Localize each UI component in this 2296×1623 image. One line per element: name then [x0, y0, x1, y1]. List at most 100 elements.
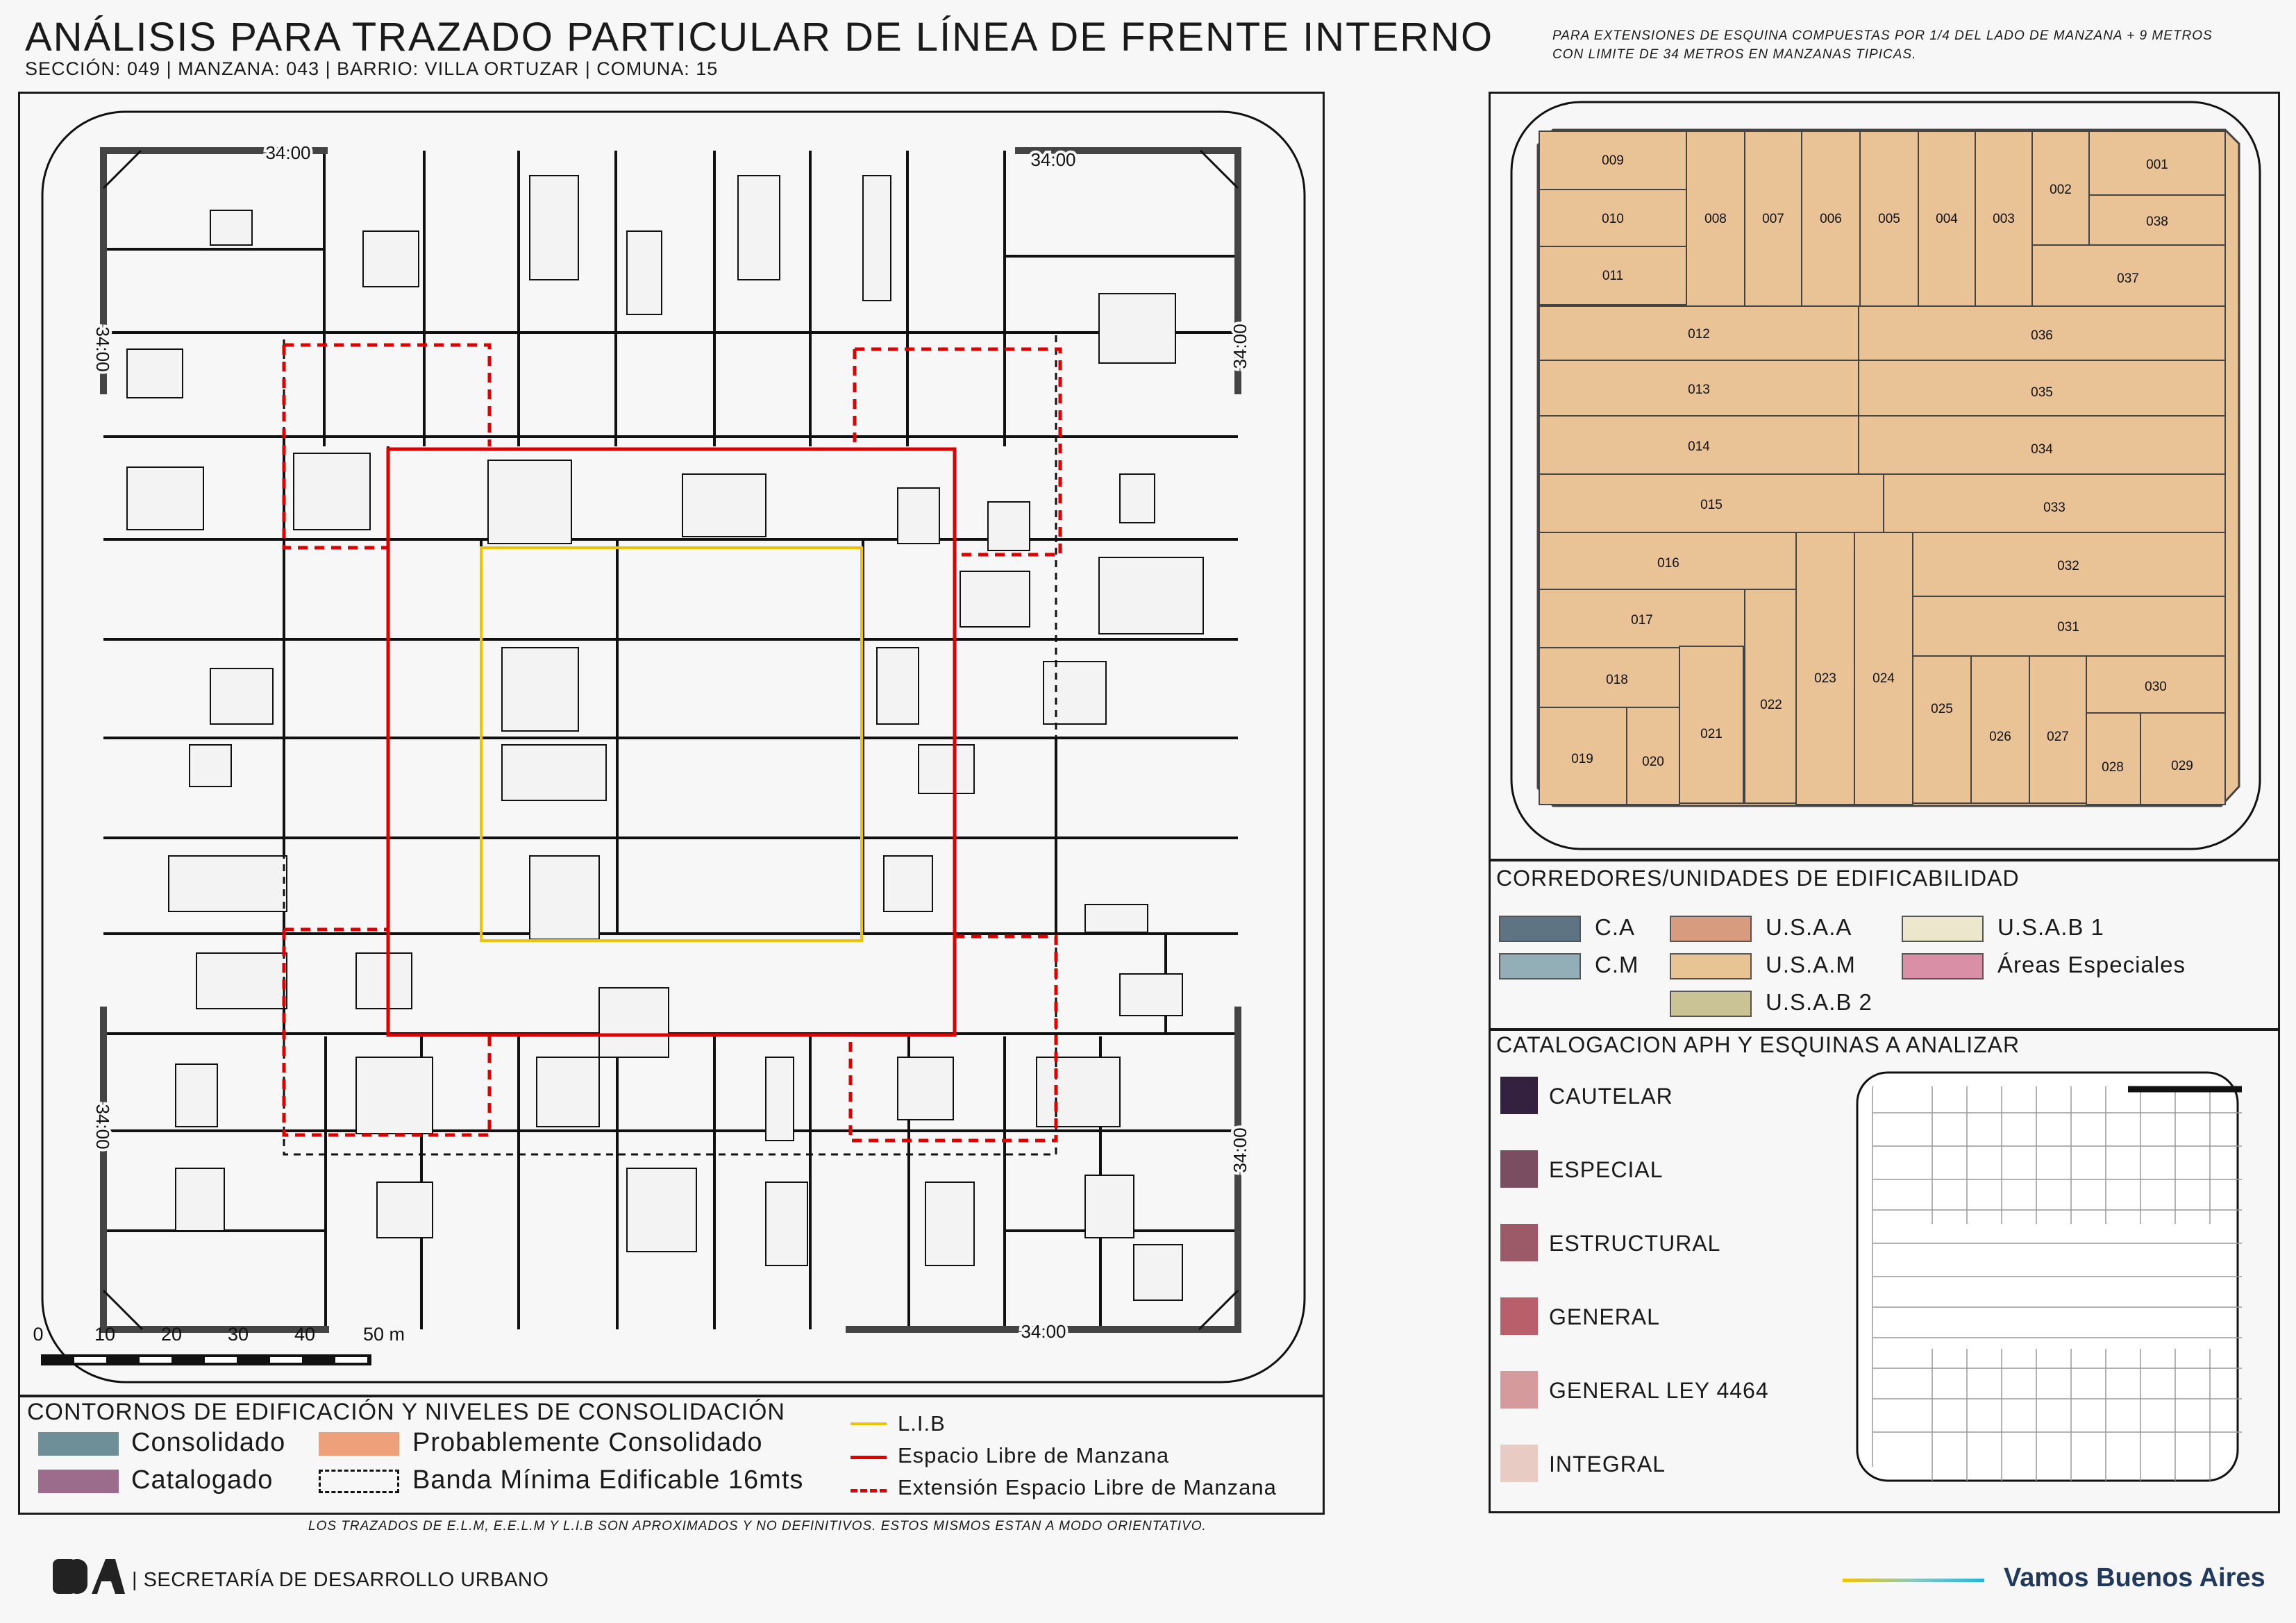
- parcel-label: 012: [1688, 327, 1710, 342]
- parcel-label: 030: [2145, 680, 2167, 694]
- parcel-label: 035: [2031, 385, 2053, 400]
- legend-label-probablemente: Probablemente Consolidado: [412, 1428, 763, 1457]
- parcel-label: 020: [1642, 755, 1664, 769]
- espacio-libre-manzana: [386, 447, 957, 1037]
- parcel-label: 016: [1657, 556, 1679, 571]
- scale-bar: 0 10 20 30 40 50 m: [33, 1324, 405, 1365]
- building-footprints: [126, 175, 1204, 1301]
- swatch-areas-especiales: [1902, 953, 1984, 979]
- corner-analysis-minimap[interactable]: [1853, 1068, 2242, 1485]
- parcel-label: 017: [1631, 613, 1653, 628]
- label-usaa: U.S.A.A: [1766, 914, 1852, 940]
- swatch-cautelar: [1500, 1077, 1538, 1114]
- parcel-label: 031: [2057, 620, 2079, 634]
- dimension-label-right-bottom: 34:00: [1230, 1127, 1250, 1172]
- label-cautelar: CAUTELAR: [1549, 1084, 1673, 1109]
- swatch-probablemente-consolidado: [319, 1432, 399, 1456]
- line-swatch-elm-extension: [850, 1489, 887, 1492]
- analyzed-corner-marker: [2128, 1086, 2242, 1093]
- parcel-map[interactable]: 001 002 003 004 005 006 007 008 009 010 011 012 013 0…: [1491, 94, 2278, 859]
- label-usam: U.S.A.M: [1766, 952, 1856, 977]
- parcel-label: 018: [1606, 673, 1628, 687]
- parcel-labels: 001 002 003 004 005 006 007 008 009 010 011 012 013 0…: [1571, 153, 2193, 775]
- parcel-label: 025: [1931, 702, 1953, 716]
- swatch-especial: [1500, 1150, 1538, 1188]
- label-integral: INTEGRAL: [1549, 1452, 1666, 1477]
- legend-label-consolidado: Consolidado: [131, 1428, 286, 1457]
- elm-extension-lines: [282, 343, 1062, 1143]
- parcel-label: 011: [1602, 269, 1623, 283]
- parcel-label: 038: [2146, 215, 2168, 229]
- label-ca: C.A: [1595, 914, 1636, 940]
- page-title: ANÁLISIS PARA TRAZADO PARTICULAR DE LÍNE…: [25, 15, 1494, 60]
- vamos-buenos-aires-brand: Vamos Buenos Aires: [2004, 1563, 2265, 1592]
- parcel-label: 001: [2146, 158, 2168, 172]
- label-usab1: U.S.A.B 1: [1997, 914, 2104, 940]
- parcel-label: 037: [2117, 271, 2139, 286]
- swatch-usam: [1670, 953, 1752, 979]
- parcel-label: 026: [1989, 730, 2011, 744]
- parcel-label: 004: [1936, 212, 1958, 226]
- swatch-consolidado: [38, 1432, 119, 1456]
- parcel-label: 023: [1814, 671, 1836, 686]
- parcel-label: 036: [2031, 328, 2053, 343]
- label-cm: C.M: [1595, 952, 1639, 977]
- swatch-general: [1500, 1297, 1538, 1335]
- scale-tick-50: 50 m: [363, 1324, 405, 1345]
- parcel-label: 034: [2031, 442, 2053, 457]
- consolidation-legend: CONTORNOS DE EDIFICACIÓN Y NIVELES DE CO…: [18, 1395, 1325, 1515]
- parcel-label: 015: [1700, 498, 1723, 512]
- line-swatch-elm: [850, 1456, 887, 1459]
- parcel-label: 024: [1872, 671, 1895, 686]
- legend-label-elm: Espacio Libre de Manzana: [898, 1443, 1170, 1468]
- label-usab2: U.S.A.B 2: [1766, 989, 1872, 1015]
- parcel-block-outline: [1510, 101, 2261, 850]
- scale-tick-30: 30: [228, 1324, 249, 1345]
- scale-tick-10: 10: [94, 1324, 115, 1345]
- legend-label-catalogado: Catalogado: [131, 1465, 274, 1495]
- line-swatch-lib: [850, 1422, 887, 1425]
- parcel-label: 006: [1820, 212, 1842, 226]
- legend-label-elm-extension: Extensión Espacio Libre de Manzana: [898, 1475, 1277, 1499]
- dimension-label-top-right: 34:00: [1030, 149, 1075, 170]
- swatch-usaa: [1670, 916, 1752, 942]
- corredores-panel: CORREDORES/UNIDADES DE EDIFICABILIDAD C.…: [1489, 859, 2280, 1030]
- parcel-label: 022: [1760, 698, 1782, 712]
- block-map-panel: 34:00 34:00 34:00 34:00 34:00 34:00 34:0…: [18, 92, 1325, 1397]
- dimension-label-top-left: 34:00: [265, 142, 310, 163]
- swatch-catalogado: [38, 1470, 119, 1493]
- ba-logo: [53, 1559, 125, 1594]
- parcel-label: 005: [1878, 212, 1900, 226]
- swatch-usab1: [1902, 916, 1984, 942]
- block-frontage-lines: [100, 147, 1241, 1333]
- swatch-cm: [1499, 953, 1581, 979]
- legend-label-lib: L.I.B: [898, 1411, 946, 1436]
- corner-chamfers: [102, 149, 1239, 1331]
- scale-tick-40: 40: [294, 1324, 315, 1345]
- parcel-label: 013: [1688, 382, 1710, 397]
- disclaimer-footnote: LOS TRAZADOS DE E.L.M, E.E.L.M Y L.I.B S…: [308, 1519, 1207, 1533]
- scale-tick-0: 0: [33, 1324, 43, 1345]
- parcel-label: 027: [2047, 730, 2069, 744]
- swatch-general-ley: [1500, 1371, 1538, 1408]
- parcel-label: 007: [1762, 212, 1784, 226]
- block-outline: [41, 110, 1306, 1384]
- minimum-buildable-band: [283, 331, 1057, 1156]
- label-general-ley: GENERAL LEY 4464: [1549, 1378, 1769, 1403]
- parcel-label: 032: [2057, 559, 2079, 573]
- dimension-label-right-top: 34:00: [1230, 323, 1250, 369]
- parcel-label: 028: [2102, 760, 2124, 775]
- parcel-label: 029: [2171, 759, 2193, 773]
- swatch-ca: [1499, 916, 1581, 942]
- parcel-label: 002: [2050, 183, 2072, 197]
- label-areas-especiales: Áreas Especiales: [1997, 952, 2186, 977]
- page-subtitle: SECCIÓN: 049 | MANZANA: 043 | BARRIO: VI…: [25, 58, 719, 79]
- parcel-label: 021: [1700, 727, 1723, 741]
- block-map[interactable]: 34:00 34:00 34:00 34:00 34:00 34:00 34:0…: [20, 94, 1323, 1395]
- catalogacion-panel: CATALOGACION APH Y ESQUINAS A ANALIZAR C…: [1489, 1029, 2280, 1513]
- lib-line: [480, 546, 863, 942]
- label-especial: ESPECIAL: [1549, 1157, 1664, 1182]
- label-general: GENERAL: [1549, 1304, 1660, 1329]
- parcel-label: 014: [1688, 439, 1710, 454]
- parcel-grid: [1536, 128, 2240, 807]
